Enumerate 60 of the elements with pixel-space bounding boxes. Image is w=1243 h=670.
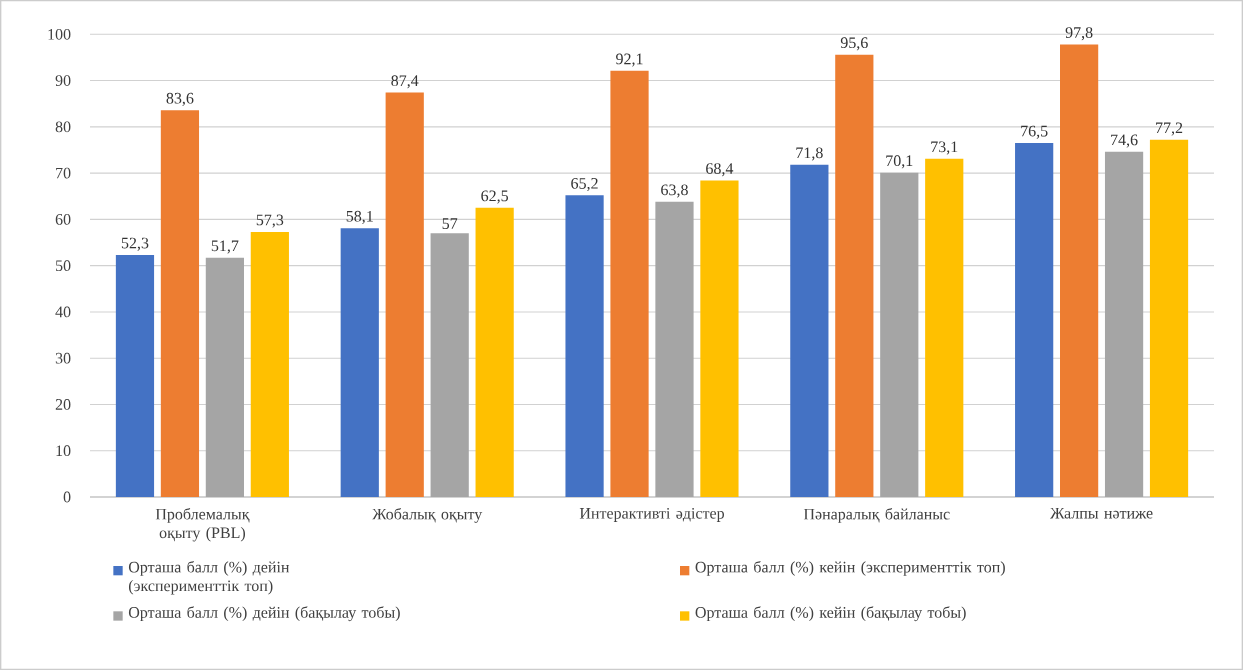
- y-tick-label: 30: [55, 352, 71, 364]
- data-label: 52,3: [121, 237, 149, 251]
- data-label: 57,3: [256, 214, 284, 228]
- bar: [790, 164, 829, 497]
- x-tick-label: Проблемалық оқыту (PBL): [155, 507, 250, 542]
- data-label: 70,1: [886, 155, 913, 169]
- y-tick-label: 50: [56, 260, 71, 272]
- legend-label: Орташа балл (%) дейін (бақылау тобы): [128, 606, 400, 622]
- bar: [880, 172, 919, 497]
- bar: [385, 92, 424, 497]
- x-tick-label: Интерактивті әдістер: [579, 507, 725, 522]
- bar: [340, 228, 379, 497]
- bar: [610, 70, 649, 497]
- y-tick-label: 90: [55, 75, 71, 86]
- data-label: 77,2: [1156, 122, 1183, 136]
- data-label: 95,6: [840, 37, 868, 51]
- data-label: 63,8: [661, 184, 688, 198]
- bar: [1015, 143, 1054, 497]
- y-tick-label: 20: [55, 399, 71, 410]
- data-label: 87,4: [391, 75, 419, 89]
- y-tick-label: 70: [56, 167, 71, 179]
- data-label: 58,1: [346, 210, 373, 224]
- bar: [835, 54, 874, 497]
- x-tick-label: Жобалық оқыту: [372, 507, 483, 523]
- legend-label: Орташа балл (%) дейін (эксперименттік топ): [128, 560, 290, 595]
- bar: [700, 180, 739, 497]
- bar: [475, 207, 514, 497]
- data-label: 92,1: [616, 53, 643, 67]
- legend-label: Орташа балл (%) кейін (бақылау тобы): [695, 606, 966, 622]
- data-label: 51,7: [211, 240, 239, 254]
- bar: [1149, 139, 1189, 497]
- data-label: 68,4: [706, 163, 734, 177]
- bar: [205, 257, 244, 497]
- bar: [250, 231, 289, 497]
- data-label: 74,6: [1111, 134, 1138, 148]
- bar: [1104, 151, 1144, 497]
- data-label: 73,1: [931, 141, 958, 155]
- bar: [115, 255, 155, 497]
- data-label: 76,5: [1021, 125, 1048, 139]
- bar: [925, 158, 964, 497]
- data-label: 83,6: [166, 92, 194, 106]
- data-label: 57: [442, 218, 458, 229]
- legend-label: Орташа балл (%) кейін (эксперименттік топ): [695, 560, 1005, 576]
- bar: [655, 201, 694, 497]
- x-tick-label: Пәнаралық байланыс: [803, 507, 950, 523]
- data-label: 65,2: [571, 178, 598, 192]
- data-label: 97,8: [1065, 27, 1093, 41]
- y-tick-label: 10: [56, 445, 71, 457]
- y-tick-label: 60: [55, 213, 71, 225]
- data-label: 62,5: [481, 190, 509, 204]
- y-tick-label: 100: [48, 28, 71, 40]
- data-label: 71,8: [796, 147, 823, 161]
- y-tick-label: 80: [55, 121, 71, 133]
- bar: [565, 195, 604, 497]
- bar: [430, 233, 469, 497]
- bar: [160, 110, 200, 497]
- y-tick-label: 40: [55, 306, 71, 318]
- bar: [1060, 44, 1099, 497]
- x-tick-label: Жалпы нәтиже: [1050, 507, 1153, 519]
- y-tick-label: 0: [63, 491, 71, 503]
